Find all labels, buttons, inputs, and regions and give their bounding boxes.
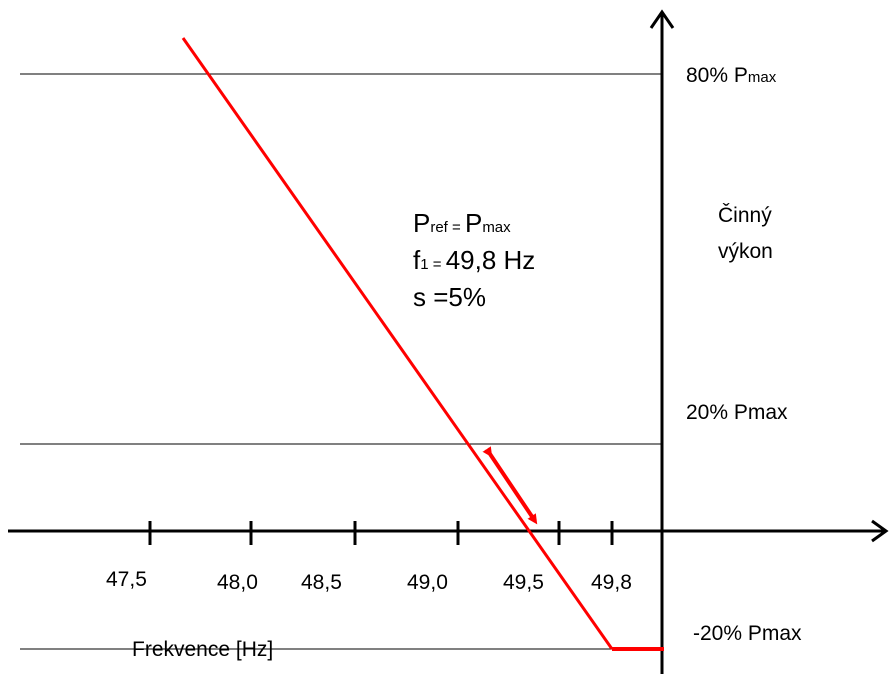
x-tick-label: 47,5 [106, 568, 147, 591]
y-axis-arrowhead [649, 9, 675, 29]
y-axis-title-line2: výkon [718, 240, 773, 263]
param-pref: Pref = Pmax [413, 208, 511, 238]
x-axis-title: Frekvence [Hz] [132, 638, 273, 661]
level-label-minus-20: -20% Pmax [693, 622, 802, 645]
x-tick-label: 48,5 [301, 571, 342, 594]
param-s: s =5% [413, 282, 486, 312]
x-tick-label: 49,0 [407, 571, 448, 594]
x-tick-label: 49,5 [503, 571, 544, 594]
x-axis-arrowhead [871, 519, 889, 543]
x-tick-label: 48,0 [217, 571, 258, 594]
x-tick-label: 49,8 [591, 571, 632, 594]
droop-line [181, 37, 614, 650]
level-label-80: 80% Pmax [686, 64, 777, 87]
level-label-20: 20% Pmax [686, 401, 788, 424]
y-axis-title-line1: Činný [718, 204, 772, 227]
param-f1: f1 = 49,8 Hz [413, 245, 535, 275]
double-arrow [482, 446, 538, 525]
